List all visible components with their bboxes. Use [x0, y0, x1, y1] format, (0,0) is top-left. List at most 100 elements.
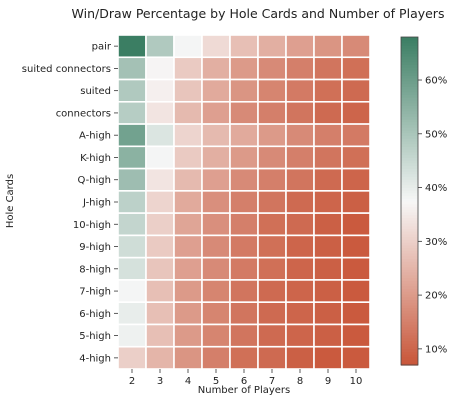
heatmap-cell: [117, 234, 147, 259]
heatmap-cell: [341, 190, 371, 214]
heatmap-cell: [117, 167, 147, 192]
heatmap-cell: [145, 212, 175, 237]
y-tick-label: Q-high: [77, 175, 111, 186]
colorbar-segment: [401, 236, 418, 240]
colorbar-segment: [401, 206, 418, 210]
heatmap-cell: [285, 123, 315, 148]
colorbar-segment: [401, 334, 418, 339]
colorbar-segment: [401, 293, 418, 298]
heatmap-cell: [201, 212, 231, 237]
colorbar-segment: [401, 288, 418, 292]
heatmap-cell: [117, 301, 147, 326]
y-tick-label: connectors: [56, 108, 111, 119]
heatmap-cell: [117, 279, 147, 303]
heatmap-cell: [173, 212, 203, 237]
colorbar-segment: [401, 53, 418, 57]
heatmap-cell: [285, 301, 315, 326]
heatmap-cell: [201, 279, 231, 303]
heatmap-cell: [285, 345, 315, 370]
colorbar-segment: [401, 105, 418, 109]
colorbar-segment: [401, 69, 418, 74]
y-tick-label: K-high: [80, 153, 111, 164]
colorbar-segment: [401, 362, 418, 366]
colorbar-segment: [401, 138, 418, 142]
colorbar-segment: [401, 149, 418, 153]
heatmap-cell: [285, 101, 315, 125]
colorbar-segment: [401, 258, 418, 262]
colorbar-segment: [401, 119, 418, 123]
heatmap-cell: [117, 145, 147, 170]
x-tick-label: 7: [269, 376, 275, 387]
colorbar-segment: [401, 140, 418, 145]
colorbar-segment: [401, 313, 418, 317]
heatmap-cell: [173, 101, 203, 125]
colorbar-segment: [401, 269, 418, 273]
colorbar-segment: [401, 321, 418, 325]
y-tick-label: A-high: [79, 131, 111, 142]
colorbar-segment: [401, 356, 418, 361]
heatmap-cell: [117, 345, 147, 370]
colorbar-segment: [401, 50, 418, 54]
heatmap-cell: [117, 323, 147, 348]
y-axis-label: Hole Cards: [5, 174, 16, 228]
colorbar-segment: [401, 184, 418, 188]
colorbar-segment: [401, 165, 418, 169]
heatmap-cell: [229, 279, 259, 303]
heatmap-cell: [285, 56, 315, 81]
colorbar-segment: [401, 304, 418, 309]
colorbar-segment: [401, 302, 418, 306]
colorbar-segment: [401, 116, 418, 120]
heatmap-cell: [229, 345, 259, 370]
colorbar-segment: [401, 255, 418, 259]
colorbar-segment: [401, 225, 418, 229]
colorbar-segment: [401, 143, 418, 147]
colorbar-segment: [401, 217, 418, 221]
heatmap-cell: [229, 101, 259, 125]
heatmap-cell: [201, 34, 231, 59]
heatmap-cell: [229, 301, 259, 326]
heatmap-cell: [145, 279, 175, 303]
colorbar-segment: [401, 214, 418, 218]
heatmap-cell: [229, 323, 259, 348]
colorbar-segment: [401, 173, 418, 177]
colorbar-segment: [401, 127, 418, 131]
heatmap-cell: [173, 145, 203, 170]
colorbar-segment: [401, 233, 418, 238]
heatmap-cell: [257, 190, 287, 214]
colorbar-segment: [401, 37, 418, 41]
y-tick-label: 5-high: [79, 331, 111, 342]
colorbar-segment: [401, 354, 418, 358]
heatmap-cell: [341, 123, 371, 148]
colorbar-segment: [401, 168, 418, 172]
heatmap-cell: [341, 234, 371, 259]
heatmap-cells: [117, 34, 371, 370]
heatmap-cell: [229, 234, 259, 259]
y-tick-label: 4-high: [79, 353, 111, 364]
colorbar-segment: [401, 135, 418, 139]
heatmap-cell: [285, 212, 315, 237]
colorbar-segment: [401, 86, 418, 90]
heatmap-cell: [257, 323, 287, 348]
colorbar-segment: [401, 332, 418, 336]
colorbar-segment: [401, 220, 418, 224]
heatmap-cell: [229, 256, 259, 281]
heatmap-cell: [145, 301, 175, 326]
heatmap-cell: [257, 123, 287, 148]
y-tick-label: 6-high: [79, 309, 111, 320]
heatmap-cell: [229, 56, 259, 81]
colorbar-segment: [401, 121, 418, 126]
colorbar-tick-label: 50%: [425, 129, 447, 140]
heatmap-cell: [145, 167, 175, 192]
heatmap-cell: [117, 190, 147, 214]
colorbar-tick-label: 20%: [425, 291, 447, 302]
colorbar-segment: [401, 132, 418, 136]
heatmap-cell: [285, 323, 315, 348]
colorbar-segment: [401, 108, 418, 112]
colorbar-segment: [401, 113, 418, 117]
heatmap-cell: [201, 56, 231, 81]
heatmap-cell: [285, 167, 315, 192]
colorbar-segment: [401, 222, 418, 227]
colorbar-segment: [401, 242, 418, 246]
heatmap-cell: [173, 256, 203, 281]
